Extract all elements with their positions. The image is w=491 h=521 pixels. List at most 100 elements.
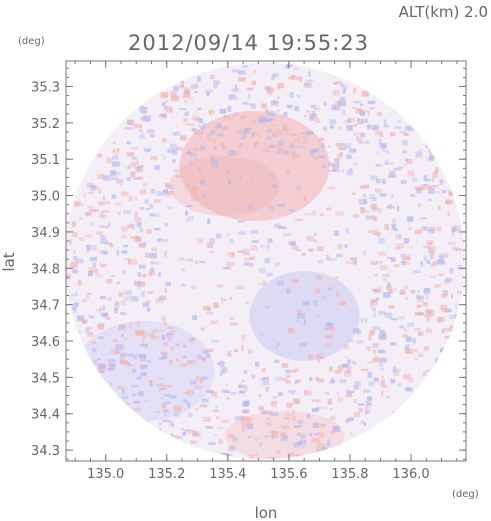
radar-speckle — [227, 179, 232, 185]
radar-speckle — [377, 349, 385, 353]
radar-speckle — [233, 112, 238, 117]
radar-speckle — [130, 296, 139, 302]
radar-speckle — [179, 363, 187, 368]
radar-speckle — [113, 141, 116, 144]
radar-speckle — [332, 169, 340, 172]
radar-speckle — [389, 414, 394, 419]
radar-speckle — [444, 308, 452, 313]
radar-speckle — [251, 239, 259, 244]
radar-speckle — [327, 145, 330, 148]
radar-speckle — [188, 412, 193, 417]
radar-speckle — [402, 140, 408, 146]
radar-speckle — [374, 355, 378, 360]
radar-speckle — [72, 306, 75, 311]
radar-speckle — [244, 252, 251, 256]
radar-speckle — [136, 321, 141, 327]
radar-speckle — [365, 346, 370, 351]
radar-speckle — [137, 286, 142, 290]
x-tick-label: 136.0 — [392, 467, 429, 482]
radar-speckle — [259, 244, 265, 248]
radar-speckle — [97, 323, 104, 330]
radar-speckle — [303, 213, 311, 216]
radar-speckle — [165, 332, 173, 337]
radar-speckle — [345, 419, 349, 424]
radar-speckle — [163, 394, 171, 397]
radar-speckle — [190, 380, 197, 385]
radar-speckle — [136, 376, 142, 380]
radar-speckle — [137, 124, 143, 129]
radar-speckle — [346, 370, 352, 374]
radar-speckle — [171, 423, 175, 428]
radar-speckle — [196, 171, 201, 174]
radar-speckle — [387, 288, 393, 294]
radar-speckle — [101, 210, 109, 213]
radar-speckle — [296, 248, 302, 252]
radar-speckle — [332, 89, 340, 96]
radar-speckle — [206, 348, 214, 352]
radar-speckle — [336, 253, 344, 258]
radar-speckle — [138, 264, 146, 269]
radar-speckle — [376, 178, 381, 184]
radar-speckle — [138, 242, 146, 246]
radar-speckle — [161, 385, 167, 390]
radar-speckle — [167, 206, 174, 210]
radar-speckle — [225, 383, 228, 386]
radar-speckle — [217, 133, 225, 137]
radar-speckle — [290, 75, 295, 81]
radar-speckle — [363, 199, 368, 205]
radar-speckle — [347, 360, 356, 364]
radar-speckle — [425, 294, 428, 300]
radar-speckle — [326, 440, 330, 446]
radar-speckle — [405, 348, 413, 354]
x-tick-label: 135.0 — [87, 467, 124, 482]
radar-speckle — [297, 441, 302, 446]
radar-speckle — [440, 253, 449, 259]
radar-speckle — [242, 102, 248, 105]
radar-speckle — [367, 372, 373, 378]
radar-speckle — [271, 456, 275, 460]
radar-speckle — [450, 294, 454, 299]
radar-speckle — [242, 131, 246, 138]
radar-speckle — [115, 344, 124, 350]
radar-speckle — [311, 408, 318, 413]
radar-speckle — [97, 153, 102, 158]
radar-speckle — [251, 80, 257, 85]
radar-speckle — [334, 158, 340, 164]
radar-speckle — [379, 381, 383, 386]
radar-speckle — [130, 236, 139, 239]
radar-speckle — [142, 114, 148, 117]
radar-speckle — [313, 299, 318, 306]
radar-speckle — [132, 368, 137, 373]
radar-speckle — [266, 111, 273, 116]
radar-speckle — [334, 158, 339, 162]
radar-speckle — [210, 320, 218, 325]
radar-speckle — [181, 283, 186, 287]
radar-speckle — [184, 99, 188, 104]
radar-speckle — [241, 345, 244, 352]
radar-speckle — [259, 333, 264, 336]
radar-speckle — [371, 288, 379, 292]
radar-speckle — [405, 336, 412, 343]
radar-speckle — [326, 254, 330, 260]
radar-speckle — [400, 288, 406, 295]
radar-speckle — [428, 226, 436, 232]
radar-speckle — [139, 134, 145, 139]
radar-speckle — [237, 250, 245, 253]
radar-speckle — [389, 132, 396, 137]
radar-speckle — [357, 118, 360, 121]
radar-speckle — [306, 110, 310, 113]
radar-speckle — [335, 211, 344, 217]
radar-speckle — [396, 205, 400, 212]
radar-speckle — [358, 141, 364, 144]
radar-speckle — [266, 244, 270, 249]
radar-speckle — [158, 421, 161, 427]
radar-speckle — [149, 253, 157, 259]
radar-speckle — [393, 167, 401, 171]
radar-speckle — [326, 207, 332, 211]
radar-speckle — [423, 255, 427, 262]
radar-speckle — [415, 294, 420, 300]
radar-speckle — [318, 440, 321, 446]
radar-speckle — [268, 205, 275, 212]
radar-speckle — [213, 125, 220, 130]
radar-speckle — [107, 222, 111, 227]
